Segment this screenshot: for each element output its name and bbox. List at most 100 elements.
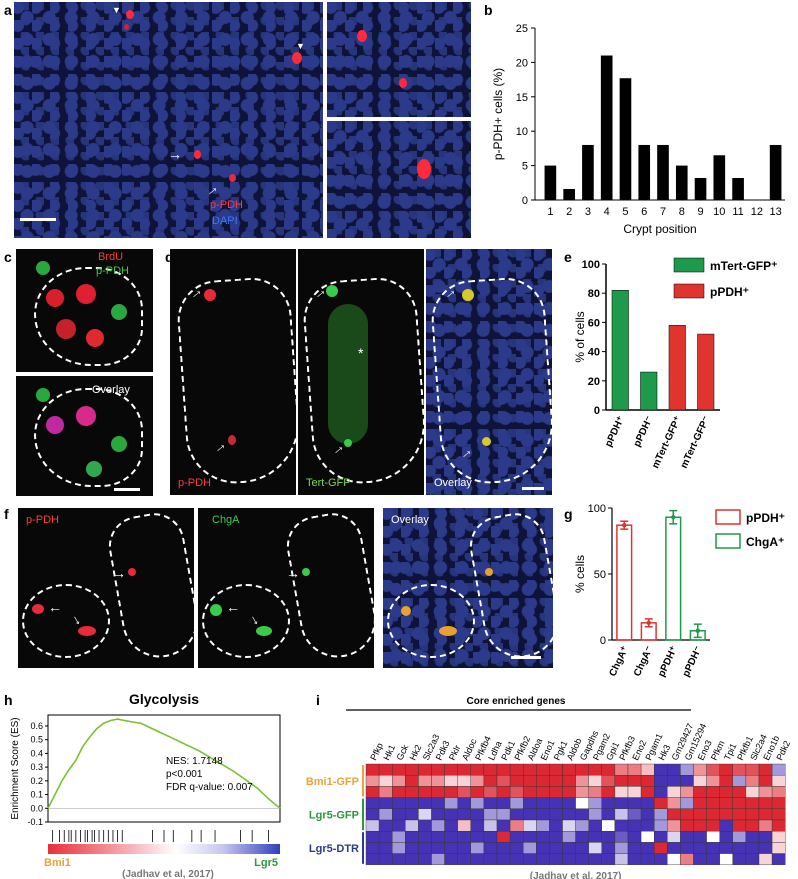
heatmap-cell — [549, 797, 563, 809]
legend-swatch — [673, 283, 705, 299]
x-tick-label: 9 — [697, 206, 703, 218]
heatmap-cell — [627, 763, 642, 776]
x-axis-title: Crypt position — [623, 222, 696, 236]
chga-label-f: ChgA — [212, 514, 240, 526]
panel-c-top: BrdU p-PDH — [16, 249, 153, 372]
dapi-legend: DAPI — [212, 215, 238, 227]
heatmap-cell — [483, 786, 498, 798]
heatmap-cell — [640, 774, 655, 787]
tert-label-d: Tert-GFP — [306, 477, 351, 489]
heatmap-cell — [562, 808, 576, 821]
x-tick-label: pPDH⁺ — [603, 415, 627, 449]
heatmap-cell — [706, 830, 720, 843]
y-tick-label: 80 — [588, 288, 600, 300]
heatmap-cell — [693, 819, 707, 832]
heatmap-cell — [483, 842, 498, 854]
heatmap-cell — [667, 853, 681, 866]
heatmap-cell — [444, 763, 458, 776]
heatmap-cell — [640, 808, 655, 821]
heatmap-cell — [391, 808, 406, 821]
heatmap-cell — [640, 763, 655, 776]
heatmap-cell — [496, 853, 511, 866]
heatmap-cell — [457, 786, 471, 798]
heatmap-cell — [562, 763, 576, 776]
x-tick-label: 2 — [566, 206, 572, 218]
bar — [563, 188, 575, 200]
heatmap-cell — [536, 819, 550, 832]
heatmap-cell — [378, 842, 393, 854]
heatmap-cell — [391, 842, 406, 854]
heatmap-cell — [509, 774, 524, 787]
heatmap-cell — [732, 842, 747, 854]
heatmap-cell — [522, 842, 537, 854]
heatmap-cell — [771, 842, 786, 854]
heatmap-cell — [601, 830, 616, 843]
row-group-label: Lgr5-DTR — [309, 843, 359, 855]
heatmap-cell — [588, 808, 603, 821]
x-tick-label: 5 — [622, 206, 628, 218]
bar — [769, 144, 782, 200]
heatmap-cell — [588, 797, 603, 809]
heatmap-cell — [418, 853, 432, 866]
heatmap-cell — [378, 830, 393, 843]
heatmap-cell — [405, 808, 419, 821]
chart-title: Glycolysis — [129, 691, 199, 707]
heatmap-cell — [444, 808, 458, 821]
ppdh-label-f: p-PDH — [26, 514, 60, 526]
panel-g-label: g — [564, 506, 573, 522]
heatmap-cell — [680, 786, 694, 798]
heatmap-cell — [706, 797, 720, 809]
heatmap-cell — [771, 853, 786, 866]
legend-label: pPDH⁺ — [746, 511, 785, 525]
heatmap-cell — [391, 853, 406, 866]
ppdh-legend: p-PDH — [210, 199, 244, 211]
heatmap-cell — [431, 786, 445, 798]
heatmap-cell — [706, 774, 720, 787]
heatmap-cell — [549, 830, 563, 843]
data-point — [671, 515, 676, 520]
heatmap-cell — [758, 819, 773, 832]
heatmap-cell — [431, 819, 445, 832]
heatmap-cell — [627, 808, 642, 821]
heatmap-cell — [575, 808, 589, 821]
y-tick-label: 0.4 — [30, 748, 43, 758]
x-tick-label: 11 — [732, 206, 743, 218]
heatmap-cell — [667, 786, 681, 798]
heatmap-cell — [732, 763, 747, 776]
heatmap-cell — [732, 819, 747, 832]
panel-a-micrograph: → → ▼ ▼ p-PDH DAPI — [14, 2, 323, 238]
heatmap-cell — [693, 797, 707, 809]
bar — [619, 78, 632, 200]
heatmap-cell — [405, 797, 419, 809]
heatmap-cell — [771, 797, 786, 809]
heatmap-cell — [601, 842, 616, 854]
panel-a-inset-top — [327, 2, 471, 117]
bar — [697, 333, 715, 411]
heatmap-cell — [706, 819, 720, 832]
x-tick-label: ChgA⁻ — [632, 645, 655, 679]
x-tick-label: mTert-GFP⁻ — [679, 415, 713, 471]
heatmap-cell — [365, 842, 380, 854]
bar — [713, 155, 726, 200]
heatmap-cell — [640, 797, 655, 809]
heatmap-cell — [693, 808, 707, 821]
heatmap-cell — [680, 842, 694, 854]
heatmap-cell — [470, 842, 485, 854]
heatmap-cell — [758, 830, 773, 843]
heatmap-cell — [522, 853, 537, 866]
heatmap-cell — [680, 819, 694, 832]
heatmap-cell — [378, 819, 393, 832]
heatmap-cell — [601, 774, 616, 787]
heatmap-cell — [549, 819, 563, 832]
ppdh-label-d: p-PDH — [178, 477, 212, 489]
core-genes-header: Core enriched genes — [467, 696, 566, 707]
panel-a-label: a — [4, 2, 12, 18]
heatmap-cell — [562, 786, 576, 798]
heatmap-cell — [667, 830, 681, 843]
y-tick-label: 0.3 — [30, 762, 43, 772]
heatmap-cell — [640, 842, 655, 854]
heatmap-cell — [522, 830, 537, 843]
bar — [640, 371, 658, 411]
heatmap-cell — [706, 853, 720, 866]
heatmap-cell — [588, 830, 603, 843]
